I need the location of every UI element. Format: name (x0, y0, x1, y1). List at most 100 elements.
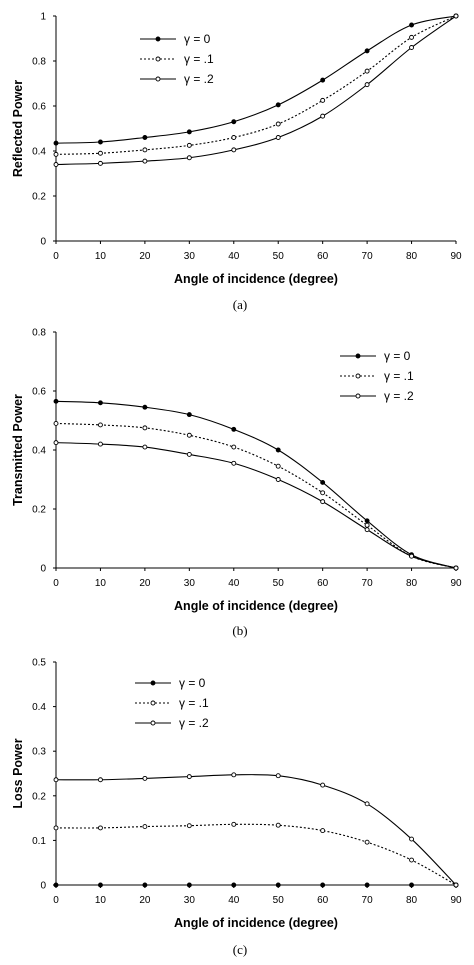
data-point-series-3 (97, 441, 103, 447)
x-tick-label: 20 (139, 578, 151, 589)
x-tick-label: 0 (53, 578, 59, 589)
data-point-series-1 (364, 48, 370, 54)
data-point-series-3 (409, 553, 415, 559)
data-point-series-2 (320, 828, 326, 834)
x-tick-label: 0 (53, 251, 59, 262)
series-line-3 (55, 442, 457, 569)
y-tick-label: 0.4 (32, 446, 46, 457)
y-tick-label: 0.6 (32, 102, 46, 113)
data-point-series-3 (275, 477, 281, 482)
data-point-series-1 (275, 882, 281, 888)
data-point-series-2 (275, 463, 281, 469)
x-tick-label: 10 (95, 251, 107, 262)
data-point-series-1 (186, 129, 192, 135)
y-tick-label: 0.1 (32, 836, 46, 847)
x-tick-label: 40 (228, 895, 240, 906)
x-tick-label: 30 (184, 895, 196, 906)
data-point-series-2 (320, 97, 326, 103)
data-point-series-1 (142, 135, 148, 140)
data-point-series-2 (364, 839, 370, 845)
x-axis-title: Angle of incidence (degree) (174, 272, 338, 286)
y-tick-label: 0.4 (32, 702, 46, 713)
data-point-series-1 (275, 102, 281, 108)
data-point-series-3 (186, 451, 192, 457)
data-point-series-3 (453, 565, 459, 571)
y-tick-label: 0.4 (32, 147, 46, 158)
legend-swatch-marker (150, 700, 156, 706)
figure-caption: (c) (233, 942, 247, 957)
y-tick-label: 0.6 (32, 387, 46, 398)
data-point-series-1 (275, 447, 281, 453)
data-point-series-3 (53, 162, 59, 167)
x-tick-label: 10 (95, 895, 107, 906)
x-tick-label: 50 (273, 578, 285, 589)
y-tick-label: 0.5 (32, 658, 46, 669)
legend-swatch-marker (150, 680, 156, 686)
y-tick-label: 1 (40, 12, 46, 23)
data-point-series-1 (320, 882, 326, 888)
data-point-series-1 (364, 882, 370, 888)
legend-swatch-marker (155, 56, 161, 62)
y-tick-label: 0.8 (32, 328, 46, 339)
data-point-series-2 (231, 135, 237, 140)
data-point-series-2 (320, 490, 326, 496)
x-tick-label: 90 (450, 251, 462, 262)
data-point-series-2 (142, 824, 148, 830)
series-line-3 (55, 15, 457, 166)
series-line-1 (55, 400, 457, 569)
x-tick-label: 20 (139, 251, 151, 262)
data-point-series-3 (320, 113, 326, 119)
data-point-series-1 (97, 400, 103, 406)
figure-caption: (a) (233, 297, 247, 312)
legend-label: γ = .1 (184, 52, 214, 66)
data-point-series-2 (186, 432, 192, 438)
data-point-series-1 (97, 139, 103, 145)
data-point-series-2 (231, 821, 237, 827)
data-point-series-3 (453, 13, 459, 19)
series-line-1 (55, 15, 457, 144)
legend-label: γ = .2 (179, 716, 209, 730)
y-tick-label: 0.3 (32, 747, 46, 758)
data-point-series-3 (453, 882, 459, 888)
data-point-series-1 (364, 518, 370, 524)
data-point-series-3 (97, 160, 103, 166)
legend-label: γ = .1 (179, 696, 209, 710)
data-point-series-1 (97, 882, 103, 888)
y-axis-title: Reflected Power (11, 80, 25, 177)
data-point-series-1 (231, 882, 237, 888)
x-tick-label: 60 (317, 578, 329, 589)
y-axis-title: Transmitted Power (11, 394, 25, 506)
data-point-series-3 (142, 775, 148, 781)
data-point-series-1 (186, 412, 192, 418)
data-point-series-2 (275, 121, 281, 127)
x-tick-label: 70 (362, 895, 374, 906)
x-tick-label: 40 (228, 251, 240, 262)
data-point-series-3 (186, 155, 192, 161)
data-point-series-3 (320, 782, 326, 788)
x-tick-label: 90 (450, 578, 462, 589)
x-tick-label: 50 (273, 251, 285, 262)
y-tick-label: 0.2 (32, 192, 46, 203)
data-point-series-2 (53, 825, 59, 831)
data-point-series-1 (186, 882, 192, 888)
data-point-series-3 (409, 45, 415, 50)
y-tick-label: 0 (40, 881, 46, 892)
data-point-series-3 (364, 801, 370, 807)
data-point-series-3 (409, 836, 415, 842)
legend-swatch-marker (355, 373, 361, 379)
data-point-series-1 (320, 479, 326, 485)
data-point-series-1 (53, 882, 59, 888)
x-tick-label: 30 (184, 578, 196, 589)
data-point-series-3 (97, 777, 103, 783)
legend-label: γ = .2 (384, 389, 414, 403)
x-axis-title: Angle of incidence (degree) (174, 599, 338, 613)
legend-label: γ = .2 (184, 72, 214, 86)
data-point-series-1 (142, 404, 148, 410)
y-tick-label: 0.2 (32, 791, 46, 802)
data-point-series-3 (275, 135, 281, 140)
x-tick-label: 30 (184, 251, 196, 262)
data-point-series-2 (231, 444, 237, 450)
data-point-series-3 (320, 499, 326, 505)
